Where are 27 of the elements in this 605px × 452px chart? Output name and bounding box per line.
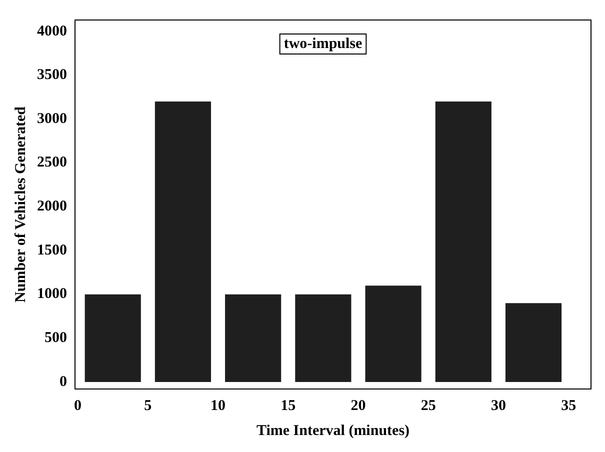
- y-axis-title: Number of Vehicles Generated: [12, 106, 29, 302]
- y-tick-label: 500: [44, 330, 67, 346]
- x-tick-label: 10: [210, 398, 226, 414]
- y-tick-label: 1500: [37, 242, 67, 258]
- x-tick-label: 15: [280, 398, 296, 414]
- y-tick-label: 3500: [37, 67, 67, 84]
- x-tick-label: 25: [420, 398, 436, 414]
- annotation: two-impulse: [284, 36, 363, 52]
- y-tick-label: 2500: [37, 154, 67, 171]
- y-tick-label: 1000: [37, 286, 67, 302]
- y-tick-label: 4000: [37, 23, 67, 40]
- x-tick-label: 20: [350, 398, 366, 414]
- y-tick-label: 3000: [37, 110, 67, 127]
- x-tick-label: 5: [144, 398, 152, 414]
- y-tick-label: 2000: [37, 198, 67, 215]
- bar: [505, 303, 562, 382]
- bar: [84, 294, 141, 382]
- y-tick-label: 0: [60, 374, 67, 390]
- x-axis-title: Time Interval (minutes): [256, 422, 410, 439]
- bar: [295, 294, 352, 382]
- bar: [365, 286, 422, 382]
- x-tick-label: 0: [74, 398, 82, 414]
- bar: [225, 294, 282, 382]
- x-tick-label: 30: [490, 398, 506, 414]
- bar: [435, 102, 492, 382]
- bar: [154, 102, 212, 382]
- x-tick-label: 35: [561, 398, 576, 414]
